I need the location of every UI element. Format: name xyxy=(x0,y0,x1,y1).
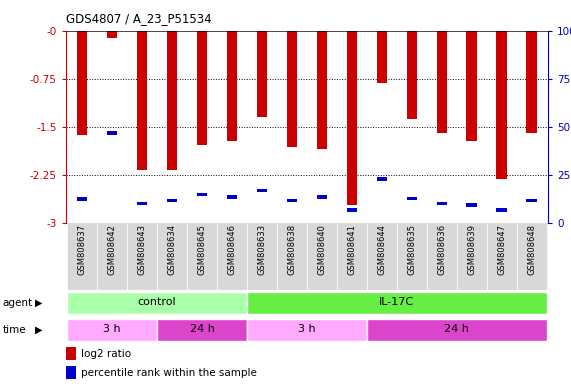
Bar xyxy=(467,203,477,207)
Text: 3 h: 3 h xyxy=(298,324,316,334)
Text: time: time xyxy=(3,325,26,335)
Text: GSM808638: GSM808638 xyxy=(287,224,296,275)
Text: percentile rank within the sample: percentile rank within the sample xyxy=(81,367,257,377)
Bar xyxy=(257,189,267,192)
Bar xyxy=(157,319,247,341)
Text: 24 h: 24 h xyxy=(190,324,215,334)
Text: GSM808635: GSM808635 xyxy=(407,224,416,275)
Bar xyxy=(436,31,447,133)
Bar xyxy=(67,292,247,314)
Text: GSM808634: GSM808634 xyxy=(167,224,176,275)
Bar xyxy=(317,195,327,199)
Bar xyxy=(347,31,357,205)
Bar xyxy=(227,195,237,199)
Bar xyxy=(517,223,546,290)
Bar xyxy=(277,223,307,290)
Bar xyxy=(247,319,367,341)
Bar xyxy=(287,199,297,202)
Bar xyxy=(257,31,267,117)
Bar xyxy=(167,31,178,170)
Text: GDS4807 / A_23_P51534: GDS4807 / A_23_P51534 xyxy=(66,12,211,25)
Bar xyxy=(317,31,327,149)
Bar xyxy=(167,199,178,202)
Bar xyxy=(67,319,157,341)
Bar xyxy=(496,208,507,212)
Bar xyxy=(247,223,277,290)
Bar xyxy=(137,31,147,170)
Bar xyxy=(187,223,217,290)
Text: agent: agent xyxy=(3,298,33,308)
Bar xyxy=(197,31,207,145)
Text: control: control xyxy=(138,298,176,308)
Bar xyxy=(66,348,77,360)
Bar xyxy=(397,223,427,290)
Text: GSM808641: GSM808641 xyxy=(347,224,356,275)
Bar xyxy=(407,31,417,119)
Bar xyxy=(496,31,507,179)
Bar xyxy=(217,223,247,290)
Text: GSM808645: GSM808645 xyxy=(198,224,207,275)
Bar xyxy=(457,223,486,290)
Bar xyxy=(337,223,367,290)
Bar xyxy=(307,223,337,290)
Text: GSM808642: GSM808642 xyxy=(107,224,116,275)
Bar xyxy=(486,223,517,290)
Bar xyxy=(107,31,118,38)
Bar xyxy=(66,366,77,379)
Bar xyxy=(227,31,237,141)
Text: GSM808637: GSM808637 xyxy=(78,224,87,275)
Text: 24 h: 24 h xyxy=(444,324,469,334)
Text: GSM808646: GSM808646 xyxy=(227,224,236,275)
Text: GSM808633: GSM808633 xyxy=(258,224,267,275)
Bar xyxy=(347,208,357,212)
Bar xyxy=(107,131,118,135)
Bar xyxy=(467,31,477,141)
Bar xyxy=(436,202,447,205)
Text: GSM808639: GSM808639 xyxy=(467,224,476,275)
Text: log2 ratio: log2 ratio xyxy=(81,349,131,359)
Bar xyxy=(367,319,546,341)
Text: 3 h: 3 h xyxy=(103,324,121,334)
Bar xyxy=(247,292,546,314)
Bar xyxy=(157,223,187,290)
Bar xyxy=(67,223,97,290)
Bar xyxy=(77,31,87,135)
Bar xyxy=(367,223,397,290)
Bar xyxy=(77,197,87,201)
Bar xyxy=(197,193,207,196)
Text: GSM808648: GSM808648 xyxy=(527,224,536,275)
Text: ▶: ▶ xyxy=(35,325,43,335)
Bar xyxy=(137,202,147,205)
Text: IL-17C: IL-17C xyxy=(379,298,415,308)
Bar xyxy=(127,223,157,290)
Text: GSM808636: GSM808636 xyxy=(437,224,447,275)
Text: GSM808640: GSM808640 xyxy=(317,224,327,275)
Bar xyxy=(377,31,387,83)
Bar xyxy=(287,31,297,147)
Text: GSM808647: GSM808647 xyxy=(497,224,506,275)
Text: GSM808644: GSM808644 xyxy=(377,224,387,275)
Bar xyxy=(377,177,387,181)
Bar xyxy=(427,223,457,290)
Bar xyxy=(526,199,537,202)
Text: ▶: ▶ xyxy=(35,298,43,308)
Bar xyxy=(407,197,417,200)
Text: GSM808643: GSM808643 xyxy=(138,224,147,275)
Bar xyxy=(97,223,127,290)
Bar xyxy=(526,31,537,133)
